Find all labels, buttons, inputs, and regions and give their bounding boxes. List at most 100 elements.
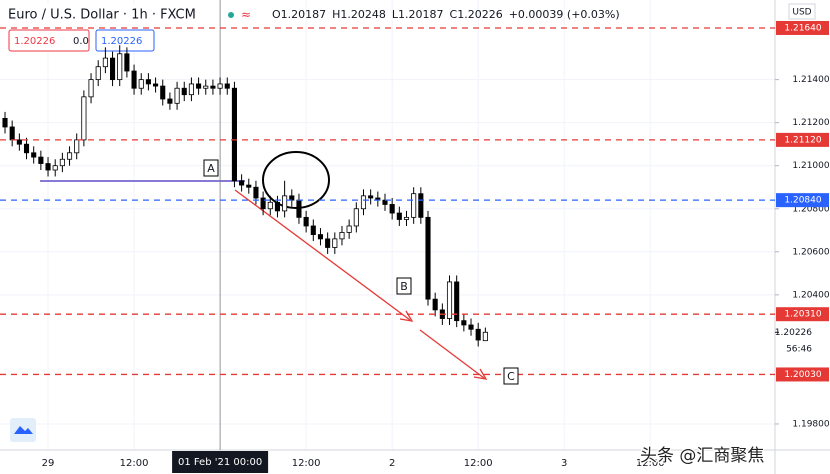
sell-price[interactable]: 1.20226 (14, 36, 55, 47)
annotation-box (396, 277, 412, 295)
level-label: 1.20030 (784, 370, 821, 380)
annotation-box (203, 159, 219, 177)
candle-body (282, 195, 288, 212)
y-tick-label: 1.19800 (792, 419, 829, 429)
annotation-box (503, 367, 519, 385)
x-tick-label: 12:00 (636, 458, 665, 469)
candle-body (267, 201, 273, 210)
level-label-bg (776, 20, 829, 35)
candle-body (239, 180, 245, 186)
candle-body (482, 331, 488, 342)
currency-box[interactable] (788, 3, 816, 20)
y-tick-label: 1.20800 (792, 204, 829, 214)
x-tick-label: 2 (389, 458, 395, 469)
buy-price[interactable]: 1.20226 (101, 36, 142, 47)
ohlc-value: C1.20226 (450, 8, 503, 21)
price-axis (775, 0, 830, 450)
candle-body (188, 83, 194, 96)
candle-body (403, 216, 410, 220)
candle-body (360, 195, 367, 210)
crosshair-label-bg (172, 451, 269, 473)
candle-body (210, 85, 216, 89)
candle-body (52, 165, 58, 171)
crosshair-label: 01 Feb '21 00:00 (178, 457, 262, 468)
level-label-bg (776, 367, 829, 382)
level-label: 1.21120 (784, 135, 821, 145)
candle-body (224, 83, 230, 89)
candle-body (418, 193, 424, 218)
candle-body (88, 79, 94, 98)
candle-body (66, 152, 73, 160)
candle-body (145, 79, 151, 85)
x-tick-label: 12:00 (292, 458, 321, 469)
candle-body (346, 225, 352, 233)
candle-body (174, 87, 180, 104)
candle-body (317, 234, 324, 240)
candle-body (454, 281, 460, 322)
level-label: 1.21640 (784, 23, 821, 33)
ohlc-value: H1.20248 (332, 8, 386, 21)
annotation-label: A (207, 162, 215, 175)
x-tick-label: 3 (561, 458, 567, 469)
candle-body (2, 117, 8, 128)
last-price-label: 1.20226 (775, 328, 812, 338)
candle-body (196, 83, 202, 89)
x-tick-label: 12:00 (120, 458, 149, 469)
logo-icon (14, 426, 33, 434)
ohlc-value: +0.00039 (+0.03%) (509, 8, 620, 21)
candle-body (217, 83, 223, 89)
y-tick-label: 1.20400 (792, 290, 829, 300)
candle-body (461, 320, 467, 326)
y-tick-label: 1.20600 (792, 247, 829, 257)
candle-body (274, 201, 281, 212)
candle-body (368, 195, 374, 199)
candle-body (411, 193, 417, 218)
candle-body (117, 53, 123, 81)
x-tick-label: 29 (42, 458, 55, 469)
candle-body (339, 232, 345, 240)
candle-body (124, 53, 130, 72)
header-bg (4, 4, 256, 25)
candle-body (102, 57, 108, 68)
candle-body (203, 85, 209, 89)
arrow-line (419, 329, 485, 379)
annotation-label: B (400, 280, 408, 293)
candle-body (9, 126, 15, 141)
candle-body (138, 79, 144, 89)
candle-body (332, 238, 338, 248)
candle-body (181, 87, 187, 96)
candle-body (296, 199, 302, 218)
arrow-head (473, 368, 488, 380)
sell-button[interactable] (8, 29, 90, 52)
candle-body (303, 216, 309, 227)
candle-body (246, 184, 252, 188)
candle-body (153, 83, 159, 87)
y-tick-label: 1.21000 (792, 161, 829, 171)
currency: USD (792, 8, 811, 18)
level-label: 1.20310 (784, 310, 821, 320)
status-dot (228, 12, 234, 18)
buy-button[interactable] (95, 29, 155, 52)
candle-body (475, 328, 481, 341)
candle-body (231, 87, 237, 182)
candle-body (325, 238, 331, 248)
candle-body (16, 139, 22, 145)
candle-body (23, 143, 30, 154)
y-tick-label: 1.21400 (792, 75, 829, 85)
level-label: 1.20840 (784, 196, 821, 206)
candle-body (31, 152, 37, 158)
countdown: 56:46 (786, 345, 812, 355)
candle-body (38, 156, 44, 164)
candle-body (95, 66, 101, 81)
candle-body (468, 324, 474, 330)
candle-body (45, 163, 51, 171)
candle-body (310, 225, 316, 235)
candle-body (382, 199, 388, 205)
candle-body (389, 204, 395, 214)
candle-body (110, 57, 116, 81)
candle-body (353, 208, 359, 227)
ohlc-value: O1.20187 (272, 8, 326, 21)
circle-annotation (262, 151, 330, 209)
